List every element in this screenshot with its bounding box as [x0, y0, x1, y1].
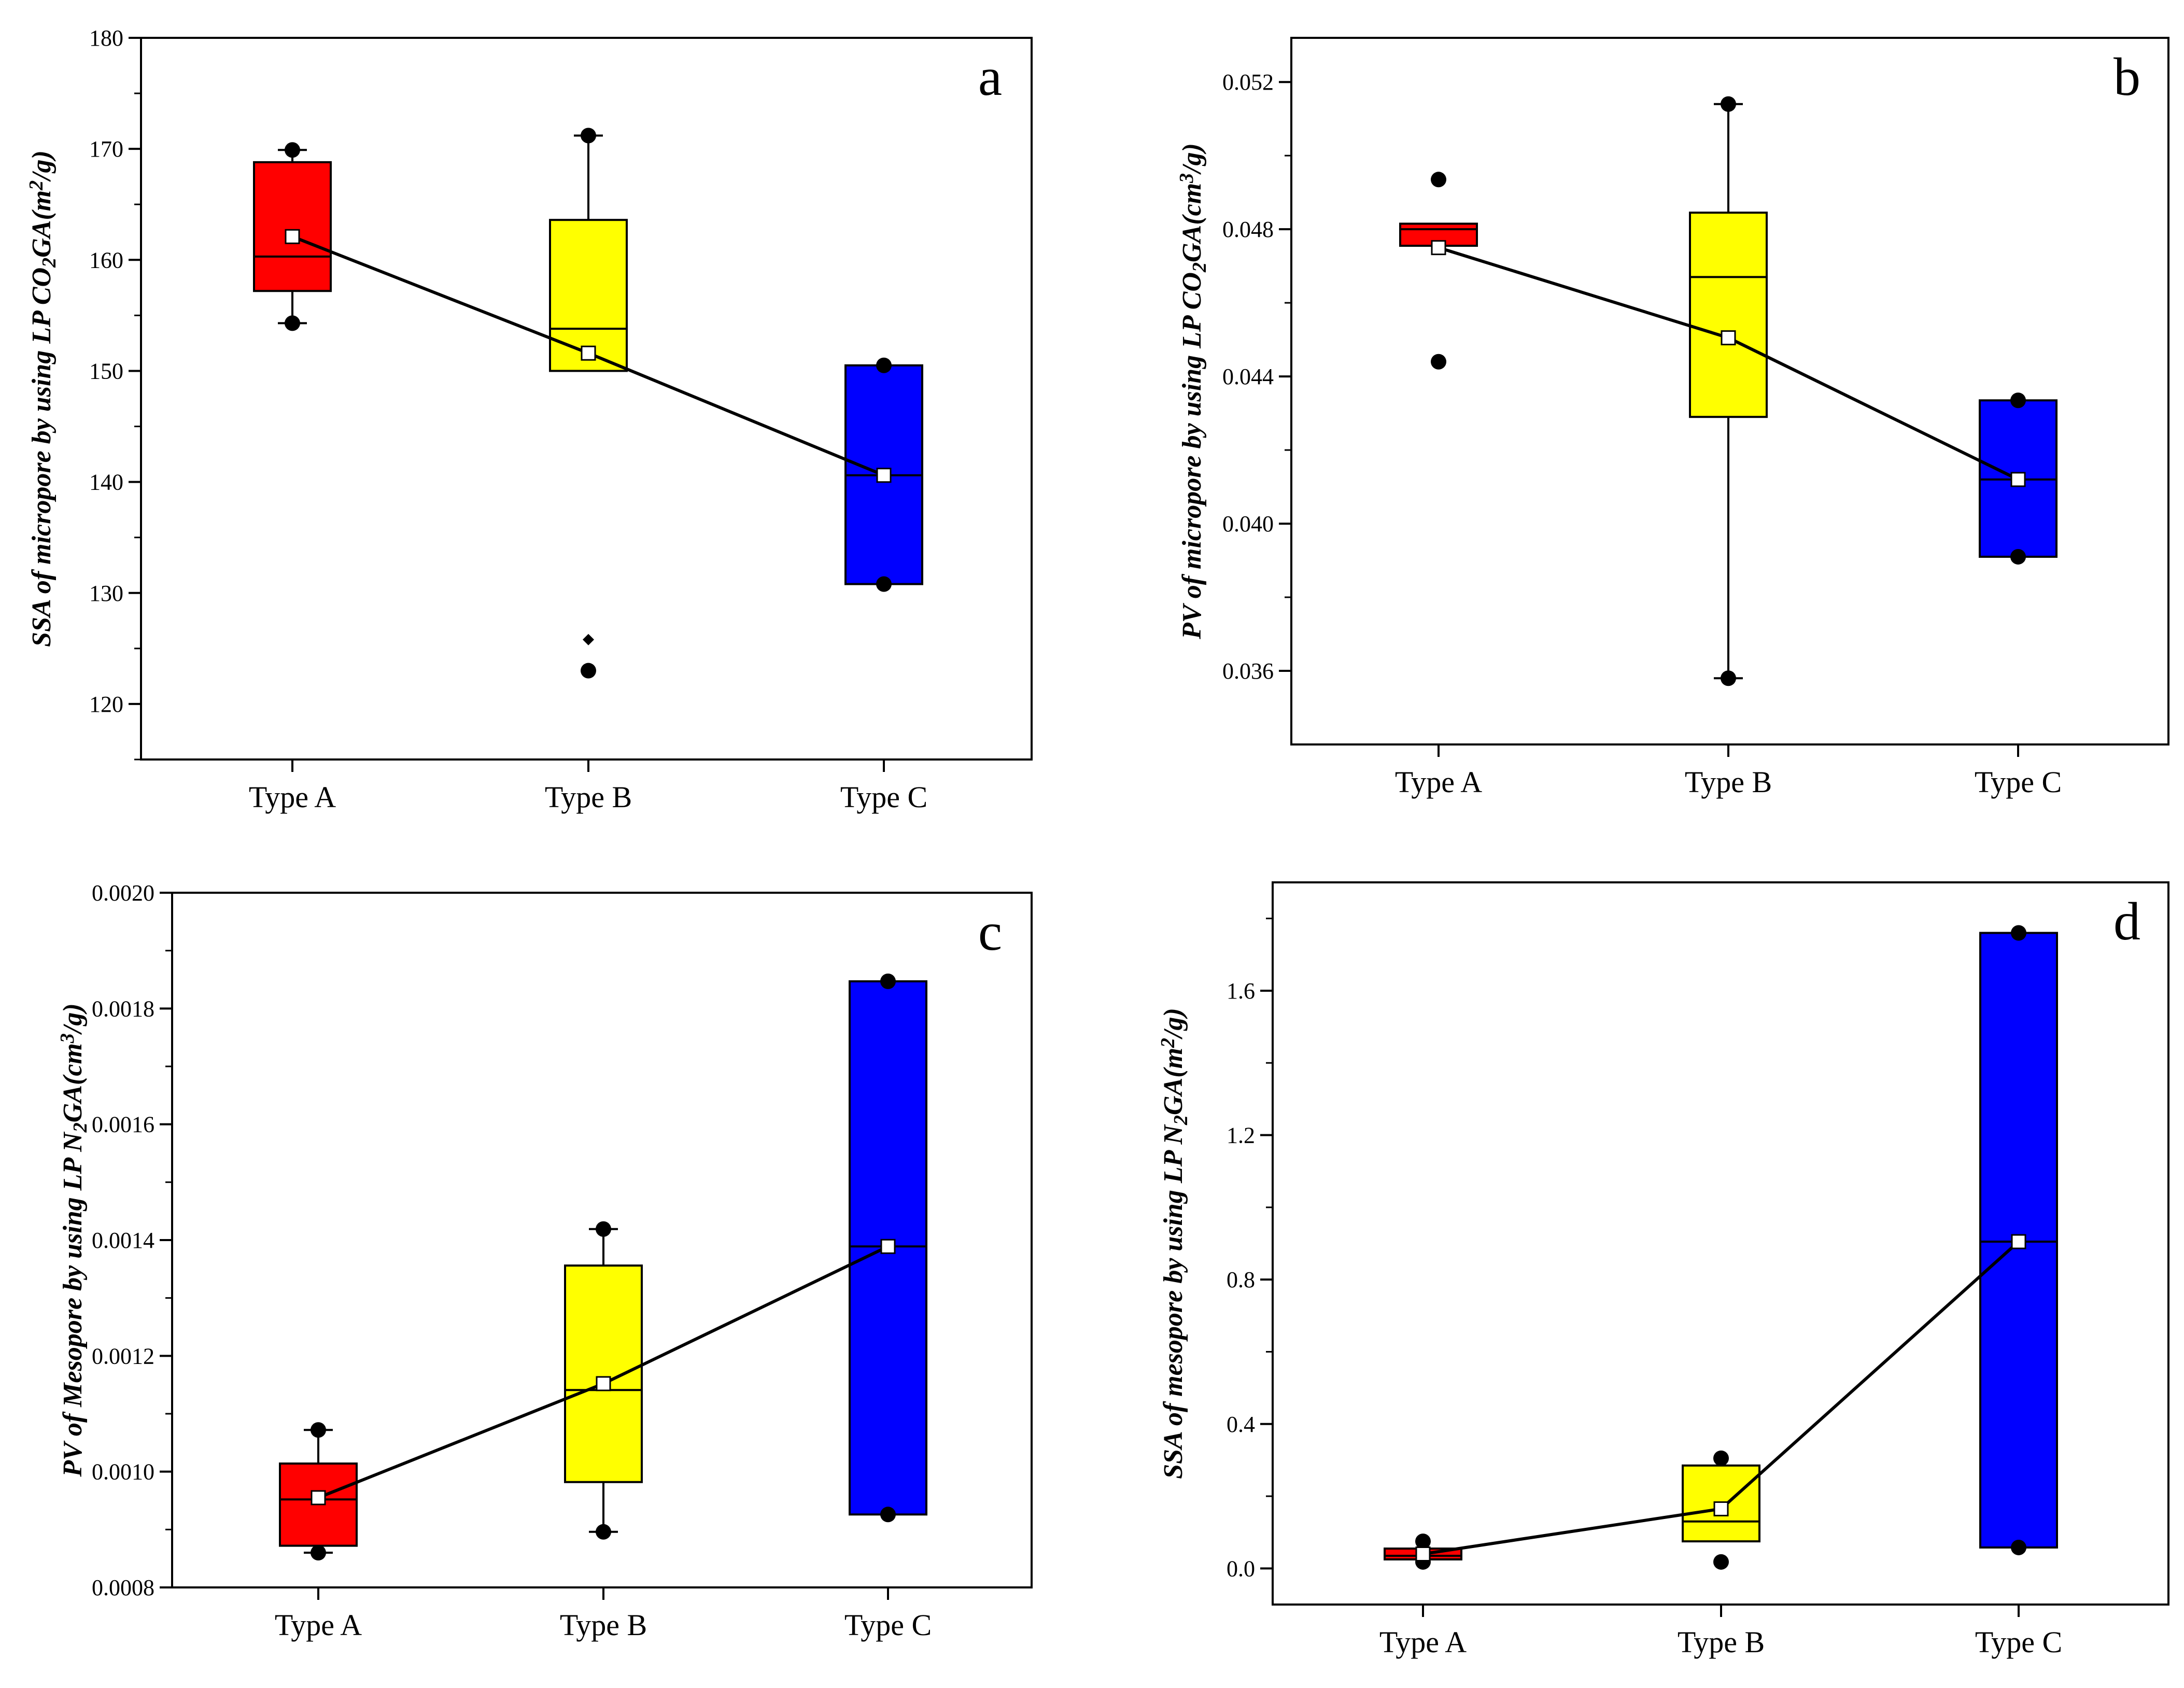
chart-panel-c: 0.0008 0.0010 0.0012 0.0014 0.0016 0.0018 0.00… [57, 880, 1033, 1642]
x-category-label: Type A [275, 1608, 362, 1642]
y-tick-label: 0.8 [1227, 1267, 1255, 1292]
data-point [1713, 1450, 1729, 1466]
data-point [2010, 392, 2026, 409]
plot-frame [140, 37, 1033, 761]
data-point [596, 1524, 611, 1540]
data-point [311, 1545, 326, 1560]
x-category-label: Type C [1975, 765, 2062, 799]
box-type-c [849, 973, 927, 1523]
y-tick-label: 170 [89, 136, 123, 162]
mean-marker [596, 1376, 611, 1391]
y-axis-title: PV of micropore by using LP CO2GA(cm3/g) [1176, 143, 1210, 640]
x-category-label: Type C [1975, 1625, 2062, 1659]
data-point [596, 1221, 611, 1237]
data-point [1415, 1534, 1431, 1550]
data-point [311, 1422, 326, 1438]
x-category-label: Type B [545, 780, 632, 814]
y-tick-label: 0.4 [1227, 1412, 1255, 1437]
y-tick-label: 0.0020 [92, 880, 154, 906]
mean-marker [1431, 240, 1446, 256]
data-point [1713, 1554, 1729, 1570]
y-axis-title: SSA of micropore by using LP CO2GA(m2/g) [25, 150, 60, 647]
y-tick-label: 140 [89, 470, 123, 495]
chart-panel-a: 120 130 140 150 160 170 180 Type A Type B Type C S… [25, 25, 1033, 814]
y-tick-label: 0.048 [1222, 217, 1274, 242]
y-tick-label: 0.0018 [92, 996, 154, 1021]
box-body [564, 1264, 643, 1483]
data-point [880, 1507, 896, 1523]
data-point [2010, 548, 2026, 565]
y-tick-label: 0.0016 [92, 1112, 154, 1137]
mean-marker [1713, 1501, 1729, 1516]
x-category-label: Type B [560, 1608, 647, 1642]
x-category-label: Type A [1395, 765, 1482, 799]
data-point [581, 128, 596, 144]
mean-marker [2011, 1234, 2026, 1249]
box-type-b [1689, 96, 1768, 686]
x-category-label: Type C [844, 1608, 932, 1642]
box-body [253, 161, 332, 292]
panel-letter: b [2113, 47, 2140, 107]
data-point [285, 142, 300, 158]
mean-marker [285, 229, 300, 244]
data-point [285, 315, 300, 331]
y-tick-label: 0.044 [1222, 364, 1274, 389]
y-tick-label: 0.052 [1222, 69, 1274, 95]
y-tick-label: 1.6 [1227, 978, 1255, 1004]
data-point [1721, 96, 1736, 112]
panel-letter: d [2113, 892, 2140, 951]
plot-frame [1290, 37, 2169, 745]
panel-letter: a [978, 47, 1002, 107]
mean-marker [581, 345, 596, 361]
data-point [880, 973, 896, 989]
data-point [2011, 925, 2026, 941]
chart-panel-d: 0.0 0.4 0.8 1.2 1.6 Type A Type B Type C SSA of … [1157, 881, 2169, 1659]
data-point [581, 663, 596, 679]
y-axis-title: PV of Mesopore by using LP N2GA(cm3/g) [57, 1003, 91, 1477]
y-tick-label: 180 [89, 25, 123, 51]
x-category-label: Type C [840, 780, 927, 814]
y-tick-label: 0.0 [1227, 1556, 1255, 1581]
y-tick-label: 150 [89, 358, 123, 384]
y-tick-label: 160 [89, 247, 123, 273]
data-point [1721, 670, 1736, 686]
panel-letter: c [978, 902, 1002, 962]
y-tick-label: 1.2 [1227, 1123, 1255, 1148]
mean-marker [876, 468, 892, 483]
x-category-label: Type A [1379, 1625, 1467, 1659]
y-tick-label: 0.0008 [92, 1575, 154, 1600]
y-tick-label: 0.0010 [92, 1459, 154, 1485]
mean-marker [2010, 472, 2026, 487]
outlier-point [583, 634, 594, 645]
x-category-label: Type B [1685, 765, 1772, 799]
y-axis-title: SSA of mesopore by using LP N2GA(m2/g) [1157, 1008, 1192, 1479]
data-point [876, 357, 892, 373]
chart-panel-b: 0.036 0.040 0.044 0.048 0.052 Type A Type B Typ… [1176, 37, 2169, 799]
box-type-b [564, 1221, 643, 1540]
data-point [1431, 172, 1446, 188]
mean-marker [880, 1239, 896, 1254]
mean-marker [1721, 330, 1736, 346]
y-tick-label: 0.040 [1222, 511, 1274, 537]
box-type-a [253, 142, 332, 331]
data-point [2011, 1539, 2026, 1555]
y-tick-label: 0.036 [1222, 658, 1274, 684]
y-tick-label: 0.0014 [92, 1228, 154, 1253]
data-point [1431, 354, 1446, 370]
y-tick-label: 0.0012 [92, 1343, 154, 1369]
x-category-label: Type B [1678, 1625, 1765, 1659]
y-tick-label: 120 [89, 692, 123, 717]
data-point [876, 576, 892, 592]
x-category-label: Type A [249, 780, 336, 814]
mean-marker [1415, 1546, 1431, 1562]
y-tick-label: 130 [89, 581, 123, 606]
box-body [1689, 212, 1768, 418]
mean-marker [311, 1490, 326, 1506]
